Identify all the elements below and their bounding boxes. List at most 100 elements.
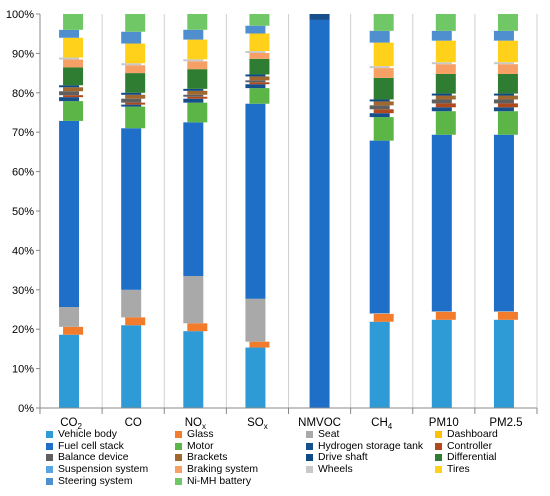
bar-segment-controller (373, 109, 394, 114)
bar-segment-differential (373, 77, 394, 100)
bar-segment-balance-device (183, 94, 204, 97)
bar-segment-seat (431, 311, 452, 312)
bar-segment-motor (63, 101, 84, 121)
legend: Vehicle body Glass Seat Dashboard Fuel cell … (46, 429, 546, 487)
bar-segment-steering-system (369, 30, 390, 43)
bar-segment-glass (187, 323, 208, 332)
legend-swatch (435, 454, 442, 462)
bar-segment-drive-shaft (431, 93, 452, 96)
bar-segment-glass (497, 311, 518, 320)
bar-segment-wheels (493, 62, 514, 65)
bar-segment-vehicle-body (493, 319, 514, 408)
bar-segment-tires (249, 33, 270, 52)
legend-swatch (435, 442, 442, 450)
bar-segment-fuel-cell-stack (309, 19, 330, 409)
bar-segment-glass (435, 311, 456, 320)
bar-segment-fuel-cell-stack (121, 128, 142, 290)
bar-segment-fuel-cell-stack (245, 103, 266, 299)
y-tick-label: 0% (18, 403, 34, 415)
bar-segment-balance-device (121, 98, 142, 103)
legend-label: Motor (187, 440, 214, 452)
bar-segment-drive-shaft (369, 99, 390, 102)
bar-segment-vehicle-body (431, 319, 452, 408)
bar-segment-steering-system (245, 25, 266, 34)
bar-segment-differential (63, 67, 84, 86)
bar-segment-ni-mh-battery (63, 14, 84, 30)
legend-item: Steering system (46, 475, 175, 487)
legend-swatch (306, 431, 313, 439)
legend-label: Controller (447, 440, 493, 452)
bar-segment-drive-shaft (183, 88, 204, 91)
legend-label: Suspension system (58, 464, 149, 476)
bar-segment-motor (125, 106, 146, 129)
y-tick-label: 20% (12, 324, 34, 336)
bar-segment-controller (187, 96, 208, 99)
bar-segment-tires (125, 43, 146, 64)
legend-label: Fuel cell stack (58, 440, 124, 452)
legend-item: Braking system (175, 464, 306, 476)
bar-segment-balance-device (59, 91, 80, 96)
legend-label: Brackets (187, 452, 228, 464)
legend-label: Vehicle body (58, 429, 117, 441)
legend-item: Seat (306, 429, 435, 441)
y-tick-label: 60% (12, 167, 34, 179)
x-tick-label: CO2 (60, 417, 82, 430)
bar-segment-seat (245, 298, 266, 342)
legend-label: Steering system (58, 475, 133, 487)
legend-item: Differential (435, 452, 546, 464)
bar-segment-controller (249, 82, 270, 85)
bar-segment-brackets (125, 94, 146, 99)
bar-segment-drive-shaft (245, 74, 266, 77)
bar-segment-fuel-cell-stack (493, 134, 514, 312)
bar-segment-hydrogen-storage-tank (59, 97, 80, 102)
legend-label: Braking system (187, 464, 259, 476)
bar-segment-tires (373, 42, 394, 67)
bar-segment-hydrogen-storage-tank (245, 84, 266, 89)
bar-segment-hydrogen-storage-tank (121, 104, 142, 107)
legend-label: Differential (447, 452, 497, 464)
bar-segment-balance-device (431, 99, 452, 104)
y-tick-label: 90% (12, 48, 34, 60)
bar-segment-vehicle-body (183, 331, 204, 408)
legend-item: Drive shaft (306, 452, 435, 464)
bar-segment-ni-mh-battery (435, 14, 456, 31)
y-axis: 0% 10% 20% 30% 40% 50% 60% 70% 80% 90% 100% (6, 9, 41, 415)
bar-segment-controller (125, 102, 146, 105)
bar-segment-motor (373, 117, 394, 141)
legend-swatch (46, 466, 53, 474)
bar-segment-vehicle-body (121, 325, 142, 408)
bar-segment-wheels (59, 57, 80, 60)
bar-segment-ni-mh-battery (125, 14, 146, 32)
bar-segment-steering-system (431, 30, 452, 41)
legend-swatch (175, 477, 182, 485)
bar-segment-hydrogen-storage-tank (369, 113, 390, 118)
x-tick-label: CO (125, 417, 142, 429)
x-tick-label: SOx (247, 417, 268, 430)
bar-segment-glass (249, 341, 270, 348)
legend-swatch (175, 442, 182, 450)
bar-segment-fuel-cell-stack (369, 140, 390, 314)
legend-swatch (175, 454, 182, 462)
bar-segment-braking-system (125, 65, 146, 74)
y-tick-label: 80% (12, 88, 34, 100)
bar-segment-seat (183, 276, 204, 324)
bar-segment-motor (249, 88, 270, 104)
x-axis: CO2 CO NOx SOx NMVOC CH4 PM10 PM2.5 (39, 407, 538, 430)
bar-segment-motor (187, 102, 208, 123)
bar-segment-vehicle-body (59, 334, 80, 408)
bar-segment-fuel-cell-stack (183, 122, 204, 277)
bar-segment-wheels (245, 51, 266, 54)
y-tick-label: 40% (12, 245, 34, 257)
bar-segment-differential (497, 73, 518, 94)
y-tick-label: 100% (6, 9, 34, 21)
legend-label: Wheels (318, 464, 353, 476)
bar-segment-steering-system (183, 29, 204, 40)
legend-item: Dashboard (435, 429, 546, 441)
legend-swatch (306, 454, 313, 462)
legend-label: Hydrogen storage tank (318, 440, 424, 452)
legend-swatch (46, 442, 53, 450)
bar-segment-steering-system (493, 30, 514, 41)
bar-segment-differential (435, 73, 456, 94)
bar-segment-balance-device (245, 80, 266, 83)
legend-swatch (46, 454, 53, 462)
